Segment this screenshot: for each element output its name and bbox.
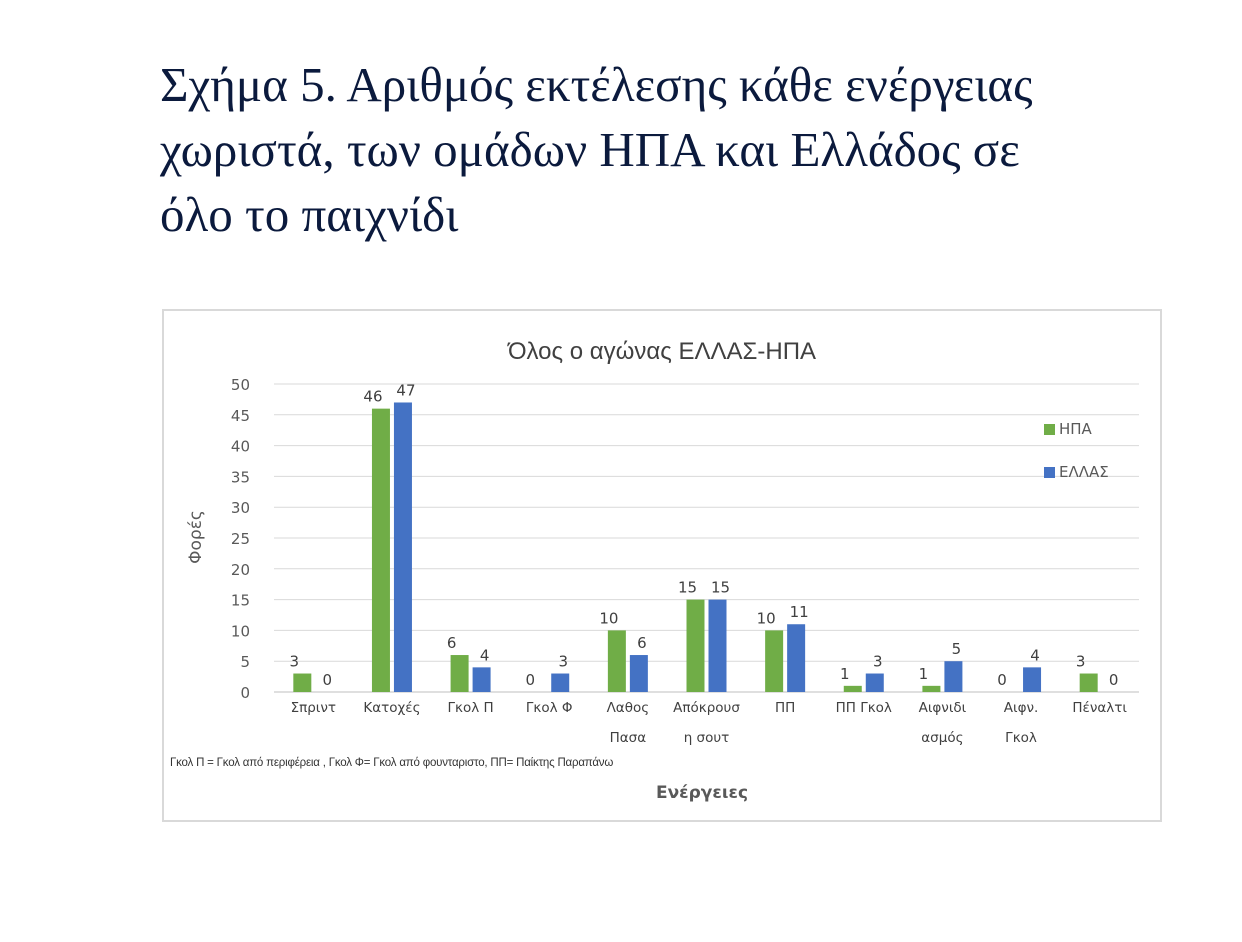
bar-usa xyxy=(607,630,626,692)
slide-title: Σχήμα 5. Αριθμός εκτέλεσης κάθε ενέργεια… xyxy=(160,52,1220,247)
x-tick-label: Αιφνιδι xyxy=(919,700,967,716)
x-tick-label: Γκολ Π xyxy=(448,700,494,716)
data-label: 0 xyxy=(1109,671,1119,689)
y-tick-label: 25 xyxy=(231,530,250,548)
y-tick-label: 0 xyxy=(240,684,250,702)
x-tick-label: Απόκρουσ xyxy=(673,700,740,716)
bar-greece xyxy=(708,599,727,692)
abbreviation-note: Γκολ Π = Γκολ από περιφέρεια , Γκολ Φ= Γ… xyxy=(170,757,614,769)
x-tick-label: ασμός xyxy=(921,730,963,746)
bar-greece xyxy=(1023,667,1042,692)
data-label: 46 xyxy=(363,388,382,406)
x-tick-label: Αιφν. xyxy=(1004,700,1039,716)
data-label: 15 xyxy=(711,579,730,597)
bar-greece xyxy=(472,667,491,692)
x-tick-label: η σουτ xyxy=(684,730,730,746)
bar-usa xyxy=(765,630,784,692)
data-label: 4 xyxy=(1030,646,1040,664)
bar-chart: Όλος ο αγώνας ΕΛΛΑΣ-ΗΠΑ Ενέργειες Φορές … xyxy=(186,338,1139,803)
x-tick-label: Κατοχές xyxy=(363,700,420,716)
x-tick-label: Σπριντ xyxy=(291,700,336,716)
legend-swatch xyxy=(1044,424,1055,435)
bar-usa xyxy=(371,408,390,692)
bar-greece xyxy=(865,673,884,692)
legend-label: ΕΛΛΑΣ xyxy=(1059,463,1109,481)
data-label: 1 xyxy=(919,665,929,683)
bar-greece xyxy=(944,661,963,692)
bar-usa xyxy=(1079,673,1098,692)
y-tick-label: 20 xyxy=(231,561,250,579)
data-label: 6 xyxy=(637,634,647,652)
x-tick-label: Λαθος xyxy=(607,700,650,716)
y-tick-label: 15 xyxy=(231,592,250,610)
data-label: 0 xyxy=(997,671,1007,689)
y-tick-label: 10 xyxy=(231,622,250,640)
data-label: 47 xyxy=(396,381,415,399)
chart-container: Όλος ο αγώνας ΕΛΛΑΣ-ΗΠΑ Ενέργειες Φορές … xyxy=(162,309,1162,822)
y-tick-label: 40 xyxy=(231,438,250,456)
bar-usa xyxy=(450,655,469,692)
y-tick-label: 35 xyxy=(231,468,250,486)
slide-title-line-2: χωριστά, των ομάδων ΗΠΑ και Ελλάδος σε xyxy=(160,122,1020,177)
data-label: 10 xyxy=(599,609,618,627)
bar-usa xyxy=(686,599,705,692)
x-tick-label: Γκολ xyxy=(1005,730,1037,746)
x-tick-label: Πέναλτι xyxy=(1072,700,1127,716)
bar-greece xyxy=(393,402,412,692)
data-label: 0 xyxy=(525,671,535,689)
data-label: 1 xyxy=(840,665,850,683)
data-label: 6 xyxy=(447,634,457,652)
data-label: 11 xyxy=(790,603,809,621)
x-tick-label: ΠΠ xyxy=(775,700,795,716)
bar-usa xyxy=(922,685,941,692)
x-tick-label: Πασα xyxy=(610,730,647,746)
legend-label: ΗΠΑ xyxy=(1059,420,1093,438)
bar-usa xyxy=(293,673,312,692)
bar-usa xyxy=(843,685,862,692)
y-tick-label: 45 xyxy=(231,407,250,425)
bar-greece xyxy=(551,673,570,692)
x-tick-label: Γκολ Φ xyxy=(526,700,573,716)
data-label: 0 xyxy=(323,671,333,689)
x-tick-label: ΠΠ Γκολ xyxy=(836,700,892,716)
y-axis-title: Φορές xyxy=(186,510,206,564)
slide-title-line-1: Σχήμα 5. Αριθμός εκτέλεσης κάθε ενέργεια… xyxy=(160,57,1033,112)
y-tick-label: 50 xyxy=(231,376,250,394)
data-label: 3 xyxy=(558,653,568,671)
bar-greece xyxy=(629,655,648,692)
legend-swatch xyxy=(1044,467,1055,478)
data-label: 15 xyxy=(678,579,697,597)
data-label: 3 xyxy=(873,653,883,671)
x-axis-title: Ενέργειες xyxy=(656,783,748,803)
y-tick-label: 30 xyxy=(231,499,250,517)
data-label: 3 xyxy=(1076,653,1086,671)
data-label: 5 xyxy=(952,640,962,658)
bar-greece xyxy=(787,624,806,692)
slide-title-line-3: όλο το παιχνίδι xyxy=(160,187,459,242)
data-label: 3 xyxy=(290,653,300,671)
data-label: 10 xyxy=(757,609,776,627)
y-tick-label: 5 xyxy=(240,653,250,671)
data-label: 4 xyxy=(480,646,490,664)
chart-title: Όλος ο αγώνας ΕΛΛΑΣ-ΗΠΑ xyxy=(507,338,816,365)
